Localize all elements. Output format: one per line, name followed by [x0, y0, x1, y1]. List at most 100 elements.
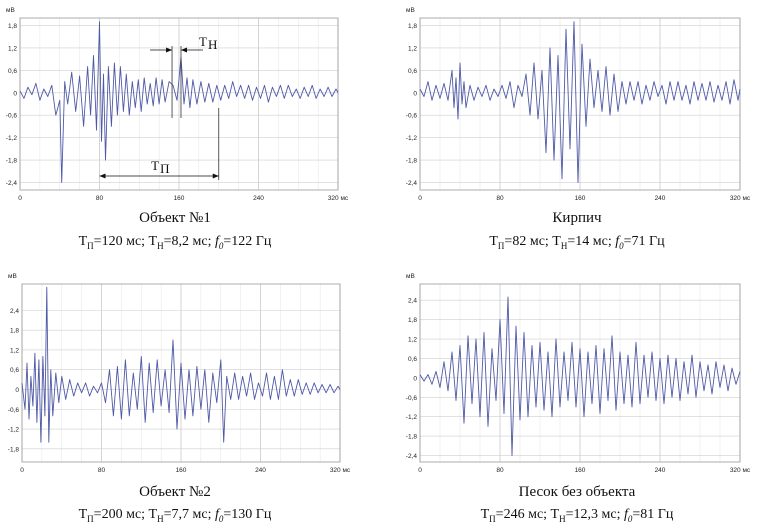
y-axis-label: мВ	[8, 273, 17, 280]
y-tick-label: 1,2	[408, 337, 417, 344]
chart-object-1: мВ 1,8 1,2 0,6 0 -0,6 -1,2 -1,8 -2,4 0 80 160 240 320…	[6, 7, 349, 202]
y-tick-label: -1,8	[406, 434, 418, 441]
y-tick-label: 1,2	[10, 347, 19, 354]
plot-frame	[419, 283, 741, 463]
chart-caption: ТП=246 мс; ТН=12,3 мс; f0=81 Гц	[480, 507, 674, 524]
y-tick-label: 0,6	[408, 356, 417, 363]
y-tick-label: 1,2	[408, 45, 417, 52]
tp-value: 246 мс	[503, 507, 544, 522]
chart-panel-brick: мВ 1,8 1,2 0,6 0 -0,6 -1,2 -1,8 -2,4 0 80 160 240 320…	[392, 0, 762, 258]
chart-sand: мВ2,41,81,20,60-0,6-1,2-1,8-2,40 80 160 240…	[406, 273, 751, 474]
y-tick-label: -2,4	[406, 180, 418, 187]
x-tick-label: 80	[496, 467, 504, 474]
y-tick-label: -1,2	[8, 427, 20, 434]
plot-frame	[419, 17, 741, 191]
x-tick-label: 240	[655, 467, 666, 474]
y-tick-label: -1,2	[6, 135, 18, 142]
y-axis-label: мВ	[406, 7, 415, 14]
y-tick-label: -1,8	[406, 158, 418, 165]
tn-label: Т	[199, 34, 207, 49]
chart-caption: ТП=82 мс; ТН=14 мс; f0=71 Гц	[489, 234, 665, 251]
chart-title: Объект №2	[139, 484, 211, 500]
chart-brick: мВ 1,8 1,2 0,6 0 -0,6 -1,2 -1,8 -2,4 0 80 160 240 320…	[406, 7, 751, 202]
f0-value: 81 Гц	[640, 507, 674, 522]
x-tick-label: 320 мс	[328, 195, 349, 202]
x-tick-label: 160	[575, 467, 586, 474]
plot-frame	[21, 283, 341, 463]
tn-value: 7,7 мс	[171, 507, 208, 522]
series-line	[419, 21, 741, 183]
tp-value: 82 мс	[512, 234, 545, 249]
y-tick-label: 1,2	[8, 45, 17, 52]
tp-label: Т	[151, 158, 159, 173]
y-tick-label: -2,4	[6, 180, 18, 187]
y-tick-label: 1,8	[8, 23, 17, 30]
y-tick-label: 0	[15, 387, 19, 394]
y-tick-label: 0	[413, 375, 417, 382]
x-tick-label: 320 мс	[730, 195, 751, 202]
x-tick-label: 160	[575, 195, 586, 202]
tp-value: 200 мс	[101, 507, 142, 522]
tp-value: 120 мс	[101, 234, 142, 249]
chart-panel-sand: мВ 2,4 1,8 1,2 0,6 0 -0,6 -1,2 -1,8 -2,4 0 80 160 240…	[392, 266, 762, 532]
chart-title: Объект №1	[139, 210, 211, 226]
series-line	[21, 286, 341, 443]
tp-arrowhead-right	[212, 173, 219, 179]
chart-panel-object-2: мВ 2,4 1,8 1,2 0,6 0 -0,6 -1,2 -1,8 0 80 160 240 320 …	[0, 266, 351, 532]
y-tick-label: 2,4	[10, 308, 19, 315]
y-tick-label: -1,8	[8, 446, 20, 453]
y-tick-label: 1,8	[408, 317, 417, 324]
chart-object-2: мВ 2,4 1,8 1,2 0,6 0 -0,6 -1,2 -1,8 0 80 160 240 320 …	[8, 273, 351, 474]
series-line	[419, 296, 741, 456]
x-tick-label: 160	[176, 467, 187, 474]
y-tick-label: 1,8	[10, 328, 19, 335]
y-tick-label: -1,2	[406, 414, 418, 421]
series-line	[19, 21, 339, 183]
x-tick-label: 0	[20, 467, 24, 474]
tn-arrowhead-left	[166, 47, 173, 53]
x-tick-label: 240	[253, 195, 264, 202]
y-tick-label: 1,8	[408, 23, 417, 30]
x-tick-label: 320 мс	[730, 467, 751, 474]
f0-value: 71 Гц	[631, 234, 665, 249]
y-tick-label: -1,2	[406, 135, 418, 142]
y-tick-label: 0,6	[408, 68, 417, 75]
chart-panel-object-1: мВ 1,8 1,2 0,6 0 -0,6 -1,2 -1,8 -2,4 0 80 160 240 320…	[0, 0, 350, 258]
y-tick-label: -2,4	[406, 453, 418, 460]
x-tick-label: 240	[655, 195, 666, 202]
x-tick-label: 0	[418, 195, 422, 202]
tn-label-sub: Н	[208, 37, 217, 52]
y-tick-label: -0,6	[406, 113, 418, 120]
chart-title: Кирпич	[552, 210, 602, 226]
y-axis-label: мВ	[406, 273, 415, 280]
f0-value: 122 Гц	[231, 234, 272, 249]
x-tick-label: 80	[496, 195, 504, 202]
tp-arrowhead-left	[99, 173, 106, 179]
tn-arrowhead-right	[180, 47, 187, 53]
y-tick-label: -0,6	[8, 407, 20, 414]
x-tick-label: 0	[18, 195, 22, 202]
y-tick-label: -1,8	[6, 158, 18, 165]
y-tick-label: 0	[13, 90, 17, 97]
y-tick-label: -0,6	[6, 113, 18, 120]
x-tick-label: 320 мс	[330, 467, 351, 474]
x-tick-label: 80	[96, 195, 104, 202]
y-tick-label: 2,4	[408, 298, 417, 305]
tn-value: 8,2 мс	[171, 234, 208, 249]
x-tick-label: 240	[255, 467, 266, 474]
chart-caption: ТП=200 мс; ТН=7,7 мс; f0=130 Гц	[78, 507, 272, 524]
f0-value: 130 Гц	[231, 507, 272, 522]
tn-value: 12,3 мс	[573, 507, 617, 522]
y-axis-label: мВ	[6, 7, 15, 14]
chart-caption: ТП=120 мс; ТН=8,2 мс; f0=122 Гц	[78, 234, 272, 251]
tn-value: 14 мс	[575, 234, 608, 249]
tp-label-sub: П	[160, 161, 169, 176]
x-tick-label: 160	[174, 195, 185, 202]
plot-frame	[19, 17, 339, 191]
y-tick-label: 0	[413, 90, 417, 97]
y-tick-label: 0,6	[8, 68, 17, 75]
x-tick-label: 0	[418, 467, 422, 474]
x-tick-label: 80	[98, 467, 106, 474]
chart-title: Песок без объекта	[518, 484, 636, 500]
y-tick-label: 0,6	[10, 367, 19, 374]
